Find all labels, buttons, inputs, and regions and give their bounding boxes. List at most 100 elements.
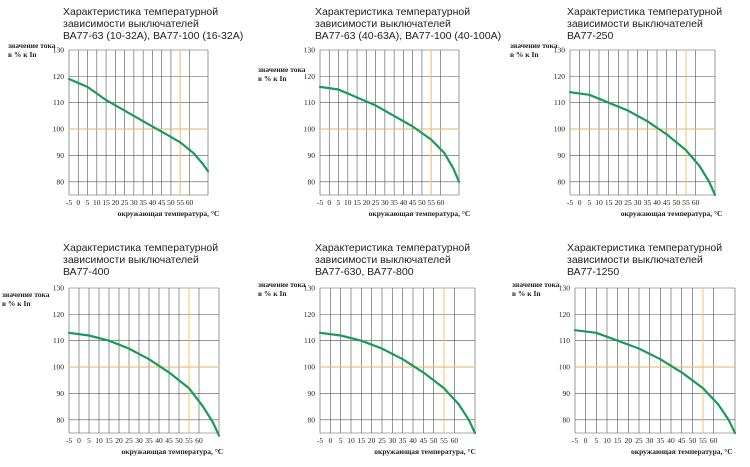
x-tick-label: 30 <box>130 198 138 207</box>
x-axis-label: окружающая температура, °С <box>369 209 471 218</box>
y-tick-label: 100 <box>554 125 566 134</box>
chart-title-line: Характеристика температурной <box>567 6 723 18</box>
x-tick-label: 10 <box>595 198 603 207</box>
chart-title-line: зависимости выключателей <box>567 18 703 30</box>
y-axis-label: значение тока <box>510 41 558 50</box>
x-tick-label: 25 <box>372 198 380 207</box>
x-tick-label: 55 <box>185 436 193 445</box>
y-tick-label: 130 <box>559 284 571 293</box>
x-tick-label: 45 <box>420 436 428 445</box>
x-tick-label: 30 <box>135 436 143 445</box>
x-tick-label: 40 <box>409 436 417 445</box>
y-tick-label: 110 <box>559 336 570 345</box>
y-axis-label: значение тока <box>258 280 306 289</box>
y-tick-label: 90 <box>57 151 65 160</box>
x-tick-label: 0 <box>77 436 81 445</box>
y-tick-label: 100 <box>304 125 316 134</box>
chart-title-line: ВА77-630, ВА77-800 <box>315 266 414 278</box>
x-tick-label: 20 <box>615 198 623 207</box>
chart-title-line: зависимости выключателей <box>567 254 703 266</box>
x-tick-label: -5 <box>66 198 72 207</box>
x-tick-label: 60 <box>186 198 194 207</box>
x-tick-label: 10 <box>93 198 101 207</box>
y-tick-label: 110 <box>53 336 64 345</box>
x-tick-label: 55 <box>176 198 184 207</box>
x-tick-label: 10 <box>347 436 355 445</box>
x-tick-label: 20 <box>368 436 376 445</box>
x-tick-label: 35 <box>139 198 147 207</box>
chart-title-line: ВА77-400 <box>63 266 110 278</box>
y-tick-label: 90 <box>57 389 65 398</box>
y-tick-label: 120 <box>53 72 65 81</box>
y-tick-label: 120 <box>53 310 65 319</box>
y-tick-label: 110 <box>304 98 315 107</box>
chart-plot-6: 80 90 100 110 120 130 -5 0 5 10 15 20 25 30 35 40 45 50 55… <box>512 280 737 456</box>
x-tick-label: 45 <box>158 198 166 207</box>
y-tick-label: 80 <box>57 415 65 424</box>
y-axis-label: в % к In <box>512 289 541 298</box>
x-tick-label: 25 <box>378 436 386 445</box>
x-tick-label: 0 <box>327 198 331 207</box>
series-line <box>573 329 737 435</box>
x-tick-label: -5 <box>317 198 323 207</box>
x-tick-label: 25 <box>635 436 643 445</box>
y-tick-label: 130 <box>53 284 65 293</box>
x-tick-label: 25 <box>125 436 133 445</box>
y-tick-label: 120 <box>304 72 316 81</box>
x-tick-label: 0 <box>584 436 588 445</box>
y-axis-label: значение тока <box>512 280 560 289</box>
chart-title: Характеристика температурной зависимости… <box>315 6 501 42</box>
x-tick-label: 30 <box>381 198 389 207</box>
x-tick-label: 45 <box>165 436 173 445</box>
chart-plot-5: 80 90 100 110 120 130 -5 0 5 10 15 20 25 30 35 40 45 50 55… <box>258 280 477 456</box>
x-tick-label: 45 <box>409 198 417 207</box>
x-tick-label: 5 <box>594 436 598 445</box>
x-tick-label: 50 <box>689 436 697 445</box>
y-tick-label: 90 <box>563 389 571 398</box>
x-tick-label: 30 <box>634 198 642 207</box>
x-tick-label: 30 <box>646 436 654 445</box>
chart-plot-4: 80 90 100 110 120 130 -5 0 5 10 15 20 25 30 35 40 45 50 55… <box>2 284 223 457</box>
x-tick-label: 15 <box>353 198 361 207</box>
chart-plot-3: 80 90 100 110 120 130 -5 0 5 10 15 20 25 30 35 40 45 50 55… <box>510 41 722 218</box>
x-tick-label: 55 <box>440 436 448 445</box>
x-tick-label: 40 <box>667 436 675 445</box>
chart-title-line: Характеристика температурной <box>63 6 219 18</box>
chart-title: Характеристика температурной зависимости… <box>567 242 722 278</box>
chart-plot-2: 80 90 100 110 120 130 -5 0 5 10 15 20 25 30 35 40 45 50 55… <box>258 46 470 219</box>
x-tick-label: 40 <box>400 198 408 207</box>
y-axis-label: в % к In <box>510 50 539 59</box>
x-tick-label: 0 <box>76 198 80 207</box>
x-tick-label: 10 <box>95 436 103 445</box>
series-line <box>318 85 461 183</box>
x-tick-label: 35 <box>644 198 652 207</box>
x-tick-label: 15 <box>102 198 110 207</box>
x-tick-label: 10 <box>603 436 611 445</box>
x-tick-label: 60 <box>195 436 203 445</box>
chart-title: Характеристика температурной зависимости… <box>63 6 243 42</box>
x-tick-label: 15 <box>614 436 622 445</box>
x-tick-label: 25 <box>624 198 632 207</box>
x-tick-label: 20 <box>625 436 633 445</box>
x-tick-label: 20 <box>112 198 120 207</box>
chart-title: Характеристика температурной зависимости… <box>315 242 470 278</box>
y-tick-label: 80 <box>558 177 566 186</box>
x-tick-label: 50 <box>175 436 183 445</box>
series-line <box>67 331 221 437</box>
chart-title-line: зависимости выключателей <box>315 18 451 30</box>
x-tick-label: 45 <box>678 436 686 445</box>
chart-title-line: ВА77-63 (10-32А), ВА77-100 (16-32А) <box>63 30 244 42</box>
x-tick-label: 35 <box>145 436 153 445</box>
x-tick-label: 50 <box>430 436 438 445</box>
x-tick-label: 35 <box>399 436 407 445</box>
y-axis-label: в % к In <box>258 289 287 298</box>
y-tick-label: 130 <box>554 46 566 55</box>
x-tick-label: 5 <box>87 436 91 445</box>
x-axis-label: окружающая температура, °С <box>621 209 723 218</box>
x-tick-label: 0 <box>328 436 332 445</box>
x-tick-label: 25 <box>121 198 129 207</box>
chart-title-line: ВА77-1250 <box>567 266 620 278</box>
x-tick-label: 60 <box>710 436 718 445</box>
y-axis-label: значение тока <box>8 41 56 50</box>
x-tick-label: 20 <box>363 198 371 207</box>
